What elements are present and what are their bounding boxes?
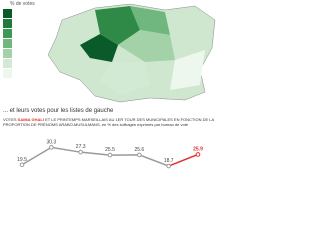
subtitle-text: VOTES	[3, 117, 18, 122]
legend-swatches	[3, 9, 12, 78]
map-zone	[118, 30, 175, 62]
value-label: 27.3	[76, 144, 86, 150]
value-label: 25.5	[105, 147, 115, 153]
point	[107, 152, 113, 158]
line-chart: 19.5 30.3 27.3 25.5 25.6 18.7 25.9	[17, 139, 203, 169]
map-zone	[170, 50, 205, 90]
map: % de votes	[3, 1, 216, 103]
point	[19, 162, 25, 168]
value-label: 19.5	[17, 157, 27, 163]
line	[21, 146, 169, 167]
point	[78, 149, 83, 155]
chart-title: ... et leurs votes pour les listes de ga…	[3, 108, 114, 114]
page: % de votes ... et leurs votes pour les l…	[3, 1, 219, 169]
map-zone	[100, 62, 150, 95]
chart-subtitle: VOTES SAMIA GHALI ET LE PRINTEMPS MARSEI…	[3, 117, 219, 127]
legend-title: % de votes	[10, 1, 35, 7]
subtitle-highlight: SAMIA GHALI	[17, 117, 44, 122]
value-label: 30.3	[46, 139, 56, 145]
point	[49, 145, 54, 150]
line-highlight	[168, 153, 199, 167]
value-label: 18.7	[164, 158, 174, 164]
value-label: 25.9	[193, 146, 203, 152]
map-zone	[80, 34, 118, 62]
point	[195, 152, 201, 157]
value-label: 25.6	[134, 147, 144, 153]
point	[166, 163, 171, 169]
map-zone	[95, 6, 140, 45]
subtitle-text: ET LE PRINTEMPS MARSEILLAIS AU 1ER TOUR …	[3, 117, 214, 127]
map-zone	[130, 6, 170, 35]
point	[137, 152, 142, 158]
